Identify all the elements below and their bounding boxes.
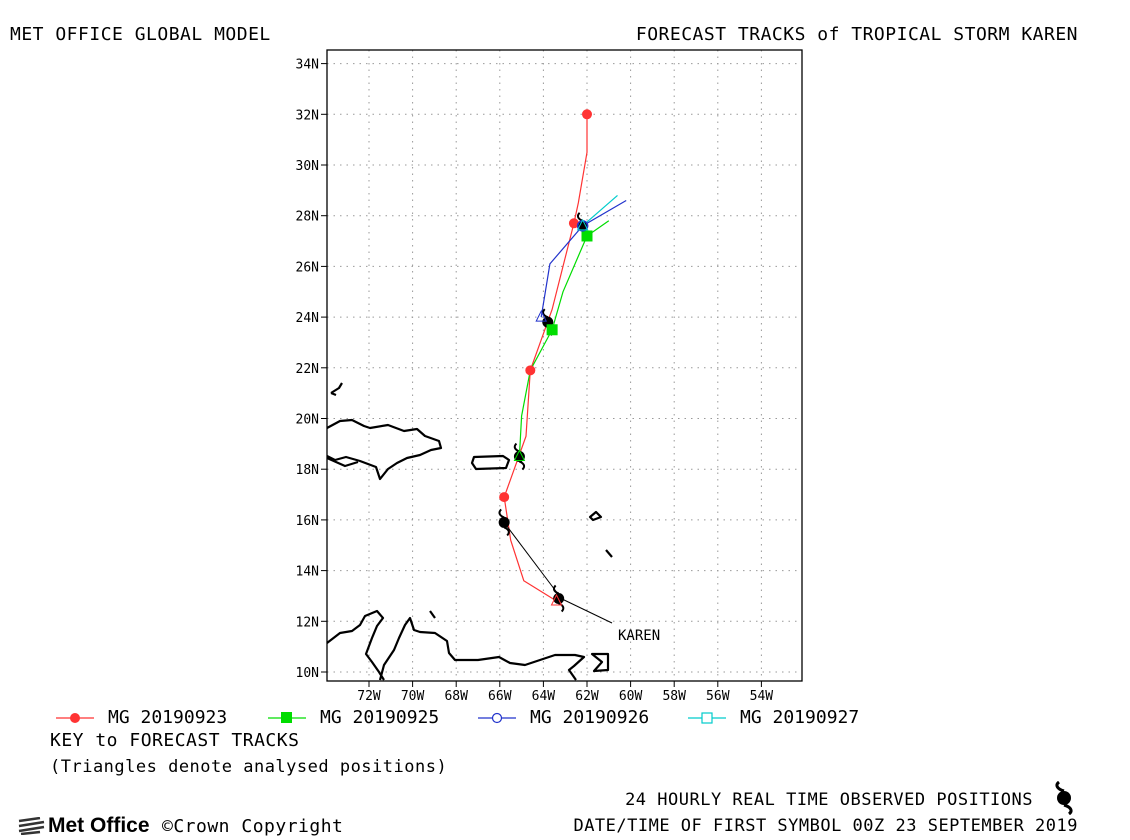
x-tick-label: 62W (575, 689, 599, 700)
coast-paraguana (429, 610, 436, 619)
storm-label-group: KAREN (502, 520, 660, 644)
observed-position-symbol (513, 442, 526, 471)
x-tick-label: 58W (662, 689, 686, 700)
coast-hispaniola (326, 418, 443, 481)
first-symbol-datetime: DATE/TIME OF FIRST SYMBOL 00Z 23 SEPTEMB… (573, 816, 1078, 836)
observed-position-arm (542, 308, 549, 319)
analysed-position-triangle (576, 218, 589, 231)
observed-position-arm (503, 526, 510, 537)
legend-label: MG 20190923 (108, 707, 228, 728)
axis-ticks: 72W 70W 68W 66W 64W 62W 60W 58W 56W 54W 10N 12N 14N 1… (296, 58, 774, 700)
coast-barbados (605, 549, 613, 558)
track-point-marker (525, 365, 536, 376)
coast-small-island (330, 382, 343, 397)
map-frame (326, 49, 803, 682)
track-markers (499, 109, 593, 606)
coast-puerto-rico (470, 454, 511, 471)
coast-guadeloupe (588, 510, 603, 522)
track-point-marker (499, 492, 510, 503)
analysed-position-triangle (513, 449, 526, 462)
forecast-track-line (582, 194, 618, 227)
met-office-logo-icon (18, 817, 45, 835)
x-tick-label: 70W (401, 689, 425, 700)
legend-label: MG 20190925 (320, 707, 440, 728)
track-point-marker (582, 109, 592, 120)
x-tick-label: 60W (619, 689, 643, 700)
observed-position-arm (519, 460, 526, 471)
y-tick-label: 34N (296, 58, 319, 73)
analysed-position-triangle (550, 593, 563, 606)
forecast-track-line (540, 199, 627, 318)
y-tick-label: 20N (296, 413, 319, 428)
analysed-position-triangle (535, 309, 548, 322)
track-point-marker (581, 230, 593, 242)
x-tick-label: 66W (488, 689, 512, 700)
x-tick-label: 68W (444, 689, 468, 700)
met-office-logo-text: Met Office (48, 814, 150, 837)
forecast-track-line (518, 220, 610, 457)
y-tick-label: 28N (296, 210, 319, 225)
track-point-marker (546, 324, 558, 336)
y-tick-label: 18N (296, 463, 319, 478)
y-tick-label: 12N (296, 615, 319, 630)
observed-position-arm (576, 212, 584, 222)
legend-label: MG 20190926 (530, 707, 650, 728)
coast-venezuela (326, 609, 385, 681)
storm-label-leader (502, 520, 559, 595)
observed-positions-text: 24 HOURLY REAL TIME OBSERVED POSITIONS (625, 790, 1033, 810)
observed-position-arm (558, 602, 565, 613)
y-tick-label: 22N (296, 362, 319, 377)
observed-position-arm (513, 442, 520, 453)
header-left-title: MET OFFICE GLOBAL MODEL (10, 24, 271, 45)
observed-position-arm (498, 508, 505, 519)
key-note: (Triangles denote analysed positions) (50, 757, 448, 777)
track-point-marker (568, 218, 579, 229)
x-tick-label: 64W (532, 689, 556, 700)
y-tick-label: 26N (296, 260, 319, 275)
y-tick-label: 32N (296, 108, 319, 123)
coastlines (326, 382, 613, 681)
y-tick-label: 10N (296, 666, 319, 681)
coast-trinidad (590, 652, 610, 673)
y-tick-label: 14N (296, 565, 319, 580)
x-tick-label: 54W (750, 689, 774, 700)
coast-cuba-edge (326, 456, 359, 468)
copyright-text: ©Crown Copyright (162, 816, 344, 837)
y-tick-label: 24N (296, 311, 319, 326)
grid-lines (327, 50, 802, 681)
key-title: KEY to FORECAST TRACKS (50, 730, 300, 751)
storm-name-label: KAREN (618, 628, 660, 644)
hurricane-symbol-icon (1055, 781, 1073, 815)
x-tick-label: 56W (706, 689, 730, 700)
y-tick-label: 30N (296, 159, 319, 174)
coast-venezuela-2 (378, 616, 586, 681)
y-tick-label: 16N (296, 514, 319, 529)
storm-label-leader-2 (559, 597, 613, 624)
forecast-tracks (503, 114, 627, 602)
observed-position-core (577, 220, 589, 232)
legend-label: MG 20190927 (740, 707, 860, 728)
forecast-track-line (503, 114, 588, 602)
x-tick-label: 72W (357, 689, 381, 700)
map-chart: KAREN 72W 70W 68W 66W 64W 62W 60W 58W 56W 54W 10N 1… (296, 49, 803, 700)
observed-position-core (513, 451, 525, 463)
header-right-title: FORECAST TRACKS of TROPICAL STORM KAREN (635, 24, 1078, 45)
